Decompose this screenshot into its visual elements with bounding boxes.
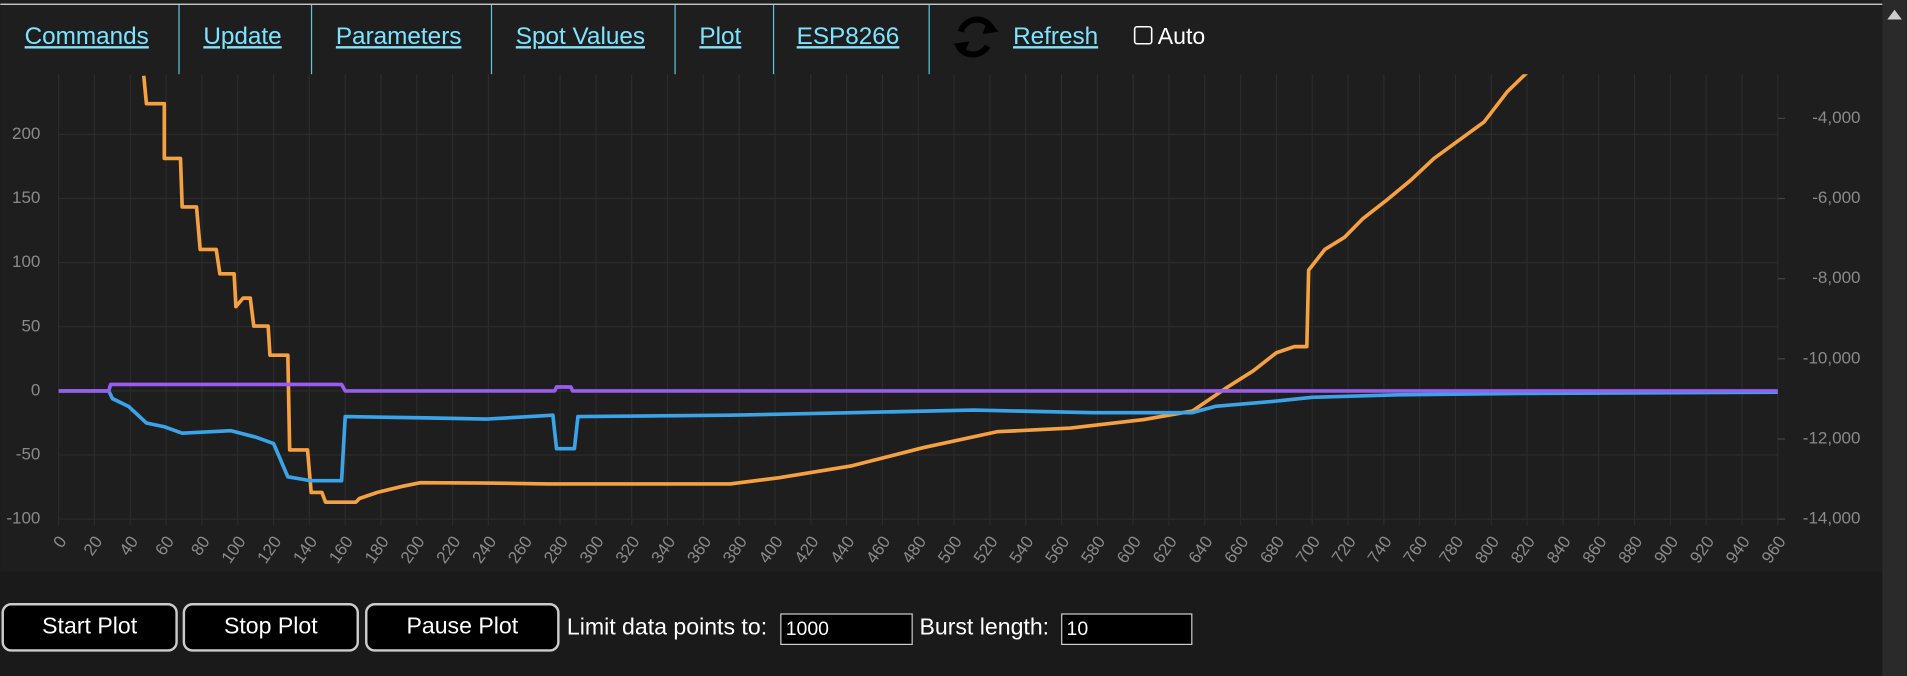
nav-background <box>0 3 1883 75</box>
button-label: Stop Plot <box>224 612 318 638</box>
button-label: Pause Plot <box>406 612 518 638</box>
scroll-arrow[interactable] <box>1887 9 1902 20</box>
nav-link[interactable]: Update <box>203 23 281 50</box>
button-label: Start Plot <box>42 612 138 638</box>
burst-value: 10 <box>1067 618 1089 640</box>
nav-link[interactable]: Commands <box>25 23 149 50</box>
y2-tick-label: -14,000 <box>1803 509 1861 528</box>
y2-tick-label: -6,000 <box>1812 188 1860 207</box>
y-tick-label: 200 <box>12 124 40 143</box>
burst-label: Burst length: <box>919 614 1049 640</box>
refresh-link[interactable]: Refresh <box>1013 23 1098 50</box>
nav-link[interactable]: Plot <box>699 23 741 50</box>
burst-input[interactable] <box>1061 613 1193 645</box>
y2-tick-label: -8,000 <box>1812 268 1860 287</box>
series-line <box>58 382 1778 393</box>
auto-label: Auto <box>1158 23 1206 49</box>
y2-tick-label: -12,000 <box>1803 428 1861 447</box>
controls: Start Plot Stop Plot Pause Plot Limit data … <box>1 603 1193 652</box>
y-tick-label: 150 <box>12 188 40 207</box>
button[interactable] <box>182 603 359 652</box>
limit-label: Limit data points to: <box>567 614 767 640</box>
series-line <box>141 6 1576 504</box>
auto-checkbox[interactable] <box>1133 25 1153 45</box>
y-tick-label: -100 <box>6 509 40 528</box>
refresh-arrow <box>953 19 999 56</box>
button[interactable] <box>365 603 560 652</box>
plot-lines <box>58 6 1778 504</box>
nav-bar: Commands Update Parameters Spot Values Plot E… <box>0 3 1883 75</box>
limit-value: 1000 <box>786 618 829 640</box>
button[interactable] <box>1 603 178 652</box>
y-tick-label: 50 <box>21 316 40 335</box>
y-tick-label: 100 <box>12 252 40 271</box>
y-tick-label: 0 <box>31 380 40 399</box>
nav-link[interactable]: ESP8266 <box>797 23 900 50</box>
nav-link[interactable]: Spot Values <box>516 23 645 50</box>
limit-input[interactable] <box>780 613 913 645</box>
scrollbar <box>1882 0 1907 676</box>
y2-tick-label: -10,000 <box>1803 348 1861 367</box>
y2-tick-label: -4,000 <box>1812 108 1860 127</box>
y-tick-label: -50 <box>16 445 41 464</box>
series-line <box>58 389 1778 483</box>
chart-area <box>0 0 1882 571</box>
nav-link[interactable]: Parameters <box>336 23 462 50</box>
